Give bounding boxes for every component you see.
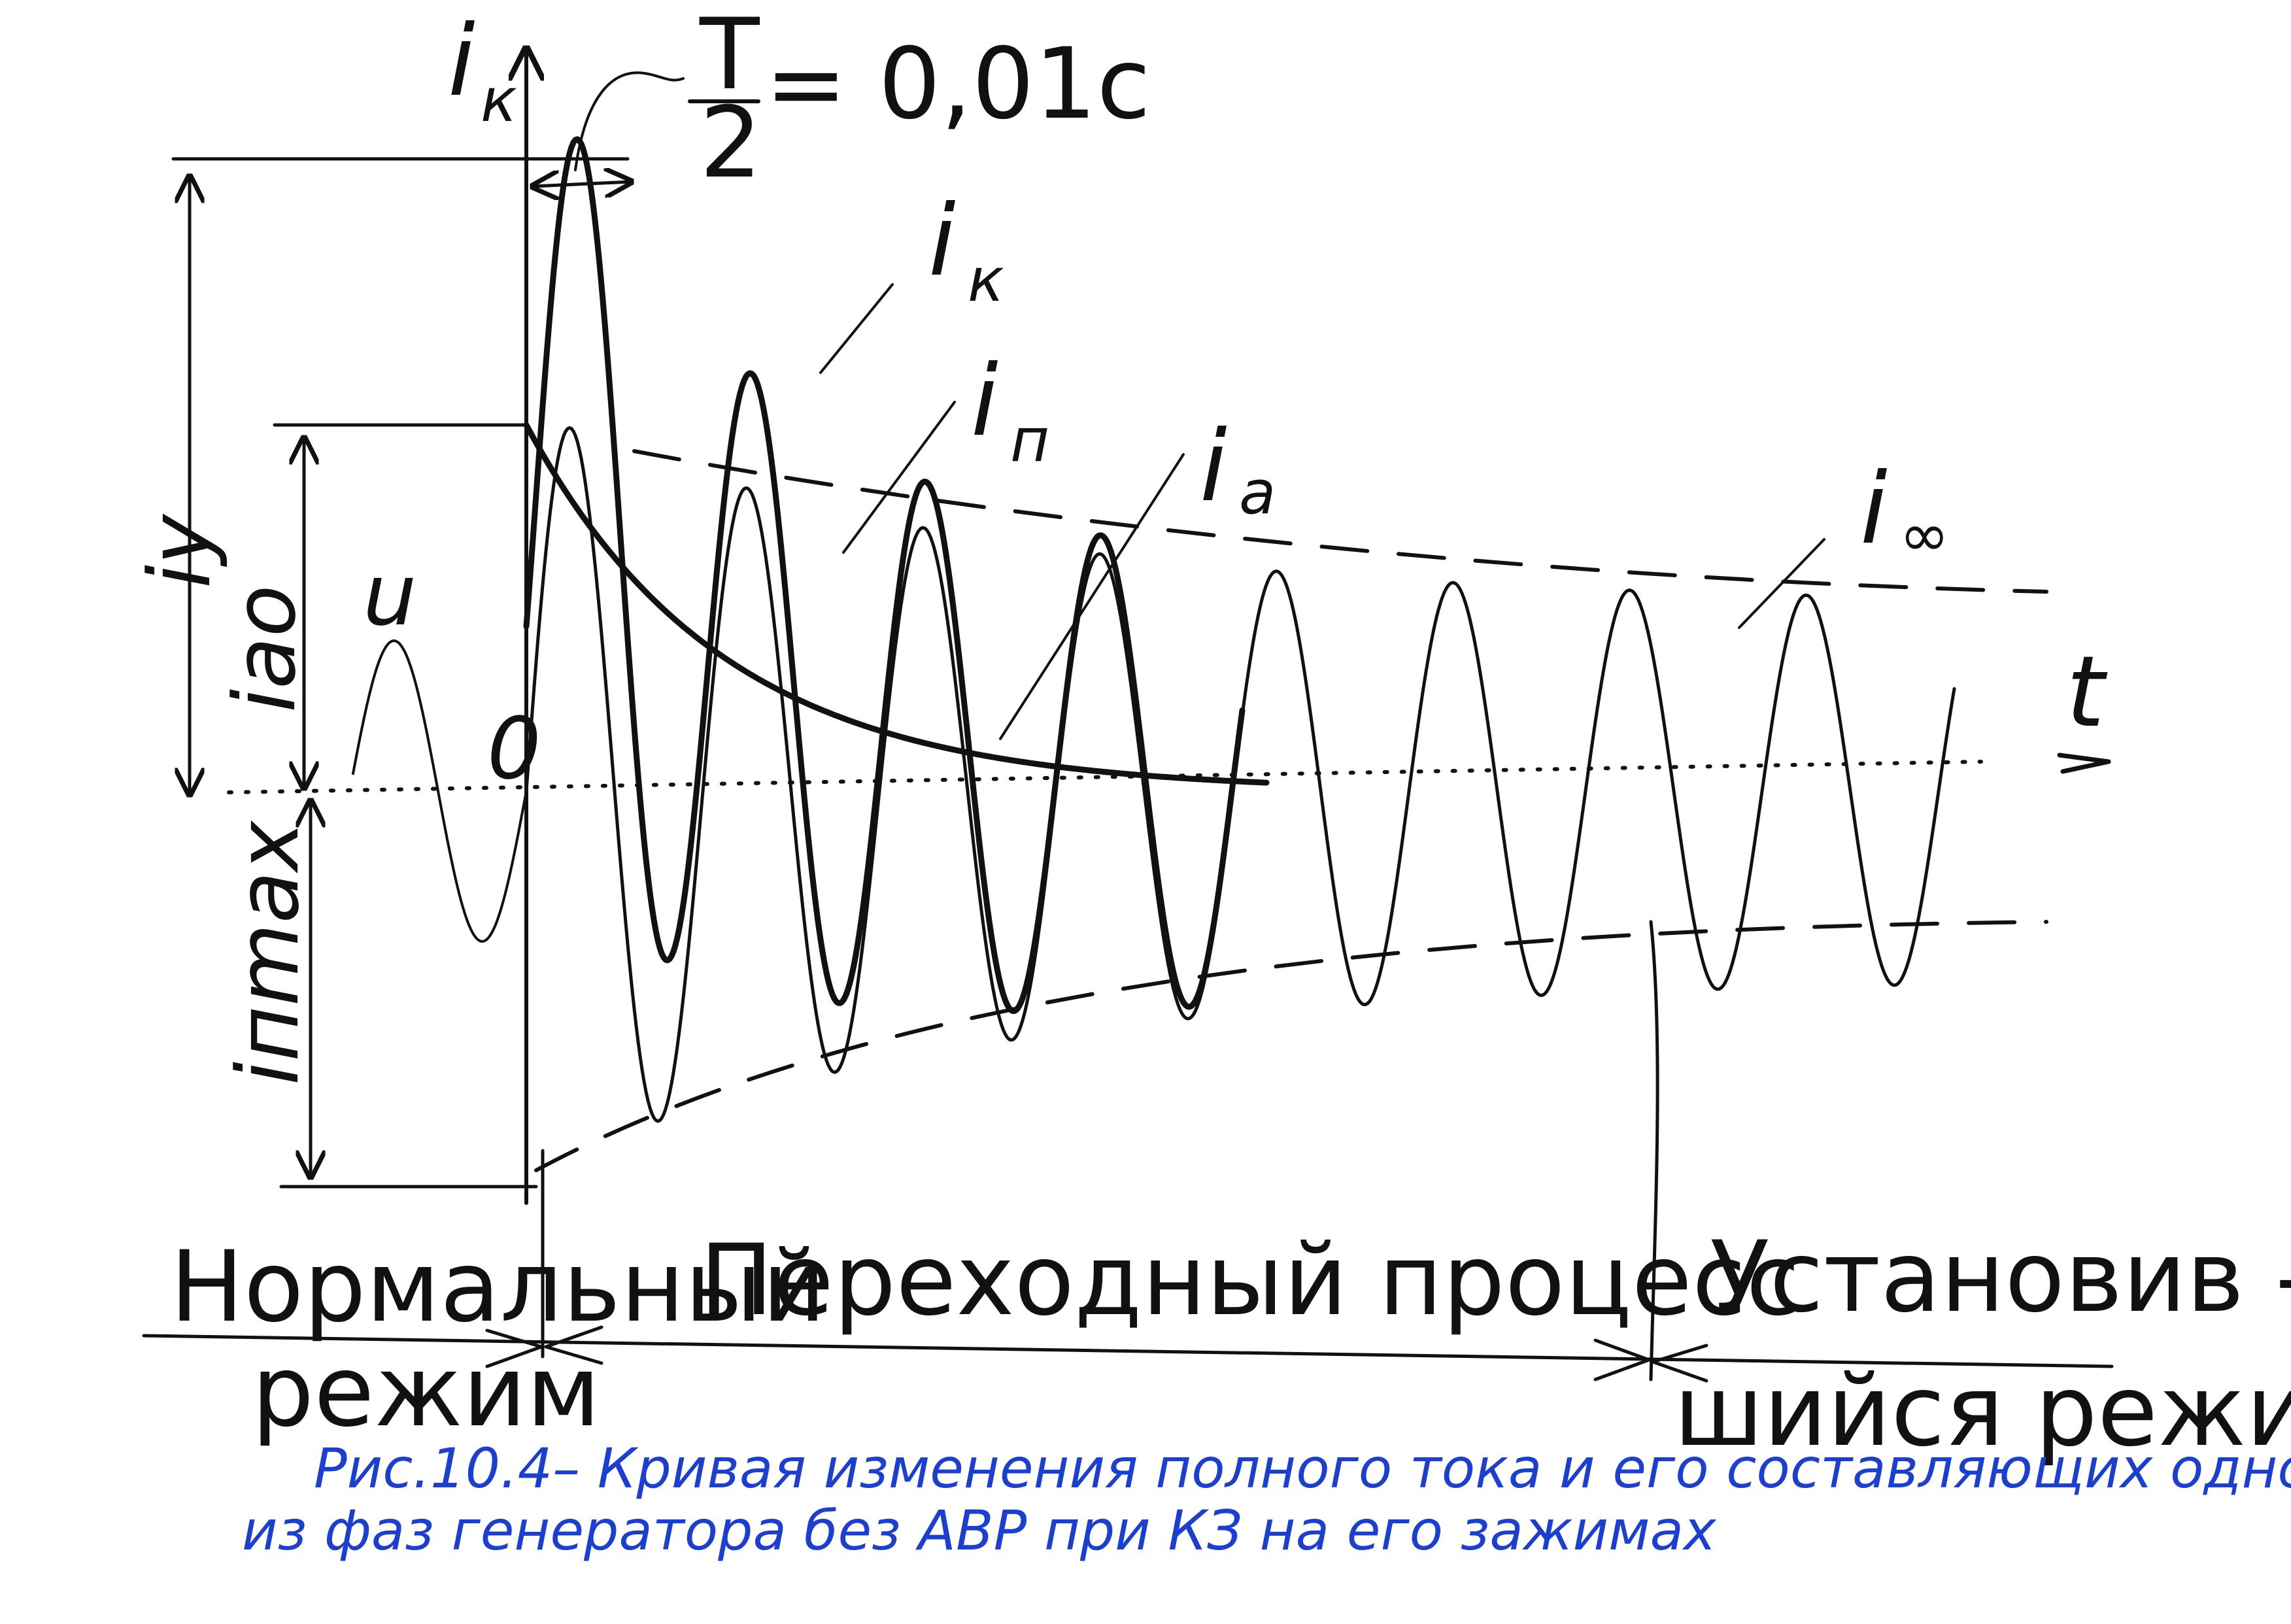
t-axis (227, 760, 1983, 794)
iy-label: iу (130, 513, 229, 588)
period-numerator: T (699, 0, 760, 112)
ip-label: i (971, 345, 998, 458)
ip-label-sub: п (1010, 405, 1049, 475)
steady-state-marker (1649, 920, 1659, 1381)
transient-left-arrowhead (544, 1325, 603, 1365)
caption-line-1: Рис.10.4– Кривая изменения полного тока … (314, 1436, 2291, 1500)
y-axis-label: i (448, 5, 475, 118)
voltage-curve (352, 639, 527, 943)
ia-label-sub: a (1239, 458, 1276, 528)
ik-label-sub: к (968, 245, 1004, 315)
steady-regime-label-2: шийся режим (1674, 1355, 2291, 1468)
period-denominator: 2 (700, 86, 762, 200)
caption-line-2: из фаз генератора без АВР при КЗ на его … (242, 1498, 1717, 1563)
normal-regime-label-2: режим (252, 1335, 600, 1449)
t-axis-arrowhead (2057, 753, 2111, 774)
regime-baseline (142, 1334, 2114, 1368)
normal-regime-label-1: Нормальный (170, 1230, 826, 1344)
ip-leader (842, 401, 956, 554)
total-current-curve (523, 136, 1246, 1014)
lower-envelope (534, 920, 2048, 1172)
ia-leader (999, 453, 1185, 740)
transient-regime-label: Переходный процесс (700, 1224, 1800, 1338)
iinf-label: i (1860, 452, 1888, 566)
ia0-label: iao (215, 585, 314, 713)
half-period-arrow (533, 182, 631, 186)
transient-right-arrowhead (1593, 1338, 1651, 1381)
steady-regime-label-1: Установив - (1710, 1221, 2291, 1334)
y-axis-label-sub: к (481, 65, 517, 135)
normal-right-arrowhead (485, 1328, 543, 1368)
t-axis-label: t (2066, 635, 2108, 749)
period-value: = 0,01с (765, 27, 1151, 141)
ik-label: i (928, 184, 956, 298)
iinf-label-sub: ∞ (1899, 500, 1950, 570)
iinf-leader (1738, 538, 1825, 629)
origin-label: 0 (487, 699, 541, 798)
u-label: u (363, 545, 416, 645)
half-period-leader (574, 71, 685, 171)
upper-envelope (632, 449, 2048, 594)
steady-left-arrowhead (1651, 1344, 1708, 1383)
ipmax-label: iпmax (218, 820, 318, 1085)
ik-leader (819, 283, 894, 374)
periodic-current-curve (524, 426, 1956, 1123)
aperiodic-current-curve (523, 422, 1270, 786)
ia-label: i (1200, 410, 1227, 524)
